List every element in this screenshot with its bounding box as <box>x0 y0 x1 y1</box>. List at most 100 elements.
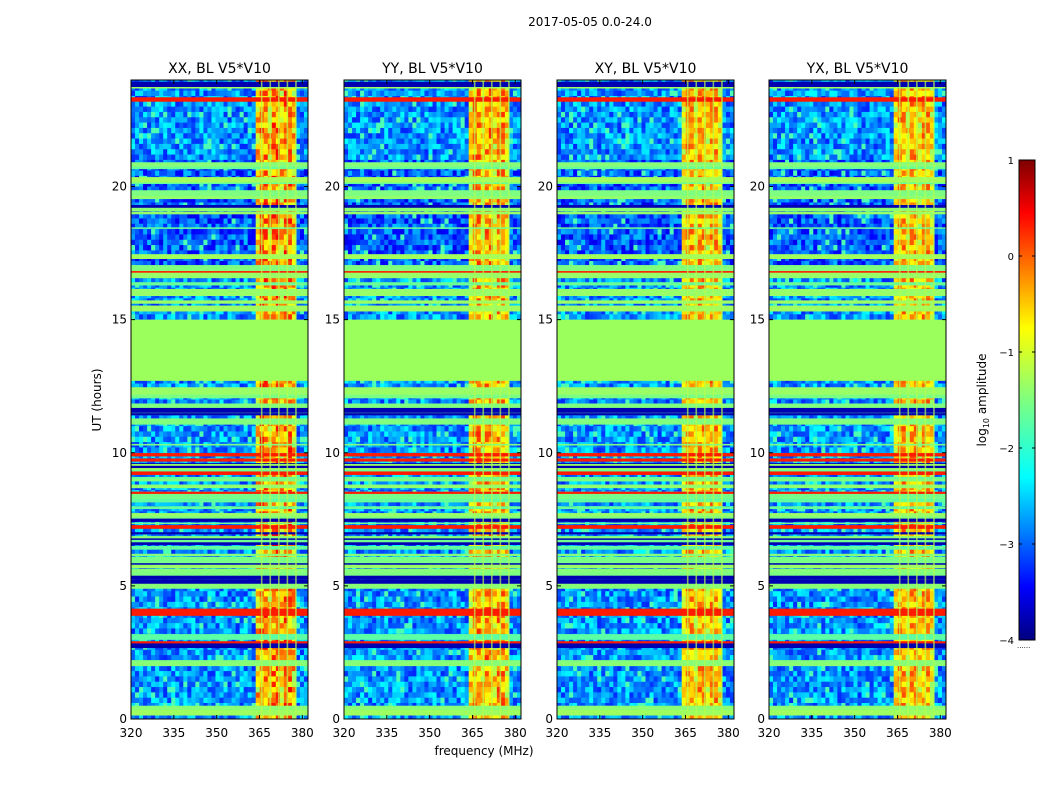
rfi-streak <box>769 453 946 457</box>
rfi-streak <box>557 498 734 502</box>
y-tick-label: 15 <box>112 313 127 327</box>
rfi-streak <box>769 518 946 522</box>
y-tick-label: 0 <box>119 712 127 726</box>
rfi-streak <box>769 476 946 479</box>
rfi-streak <box>769 709 946 716</box>
x-tick-label: 350 <box>205 726 228 740</box>
rfi-streak <box>557 579 734 584</box>
rfi-streak <box>131 705 308 711</box>
rfi-streak <box>769 418 946 425</box>
rfi-channel-line <box>260 80 263 719</box>
rfi-streak <box>131 478 308 482</box>
rfi-streak <box>131 465 308 469</box>
x-tick-label: 350 <box>631 726 654 740</box>
rfi-streak <box>769 491 946 500</box>
rfi-streak <box>557 444 734 446</box>
panel-frame <box>768 79 947 720</box>
rfi-streak <box>131 453 308 457</box>
y-tick-label: 20 <box>112 180 127 194</box>
colorbar-under-label: ...... <box>1017 642 1030 650</box>
rfi-streak <box>557 190 734 197</box>
rfi-streak <box>557 97 734 102</box>
rfi-channel-line <box>278 80 280 719</box>
rfi-streak <box>557 491 734 494</box>
rfi-streak <box>344 465 521 469</box>
rfi-streak <box>344 579 521 584</box>
colorbar-label-sub: 10 <box>982 418 991 428</box>
rfi-streak <box>344 608 521 616</box>
rfi-channel-line <box>499 80 502 719</box>
rfi-streak <box>344 476 521 479</box>
rfi-streak <box>769 660 946 667</box>
panel-title: XY, BL V5*V10 <box>595 61 697 77</box>
rfi-streak <box>344 205 521 209</box>
rfi-streak <box>769 514 946 520</box>
rfi-streak <box>557 491 734 500</box>
rfi-streak <box>131 569 308 576</box>
rfi-streak <box>557 643 734 649</box>
y-tick-label: 5 <box>757 579 765 593</box>
rfi-channel-line <box>286 80 289 719</box>
rfi-streak <box>557 582 734 589</box>
rfi-streak <box>557 227 734 229</box>
rfi-streak <box>131 211 308 215</box>
y-tick-label: 20 <box>325 180 340 194</box>
rfi-streak <box>131 663 308 667</box>
panel-title: YY, BL V5*V10 <box>381 61 483 77</box>
rfi-streak <box>557 177 734 183</box>
rfi-streak <box>344 288 521 297</box>
rfi-streak <box>769 525 946 529</box>
rfi-streak <box>131 305 308 312</box>
x-tick-label: 320 <box>120 726 143 740</box>
rfi-streak <box>769 564 946 569</box>
rfi-streak <box>769 272 946 279</box>
colorbar-tick-label: −4 <box>999 636 1014 647</box>
rfi-streak <box>769 207 946 212</box>
rfi-streak <box>557 514 734 520</box>
rfi-streak <box>344 471 521 475</box>
rfi-streak <box>344 525 521 529</box>
rfi-streak <box>131 413 308 416</box>
rfi-channel-line <box>933 80 935 719</box>
x-tick-label: 335 <box>800 726 823 740</box>
colorbar-label-base: log <box>975 428 989 446</box>
rfi-streak <box>557 564 734 569</box>
rfi-streak <box>131 392 308 399</box>
x-tick-label: 320 <box>758 726 781 740</box>
rfi-streak <box>557 536 734 540</box>
rfi-streak <box>769 403 946 408</box>
rfi-streak <box>344 227 521 229</box>
y-tick-label: 5 <box>332 579 340 593</box>
rfi-streak <box>344 491 521 494</box>
rfi-streak <box>344 484 521 489</box>
rfi-streak <box>769 305 946 312</box>
x-tick-label: 380 <box>504 726 527 740</box>
rfi-streak <box>769 195 946 199</box>
y-tick-label: 20 <box>538 180 553 194</box>
rfi-streak <box>344 444 521 446</box>
x-tick-label: 335 <box>588 726 611 740</box>
x-tick-label: 320 <box>333 726 356 740</box>
rfi-streak <box>131 97 308 102</box>
rfi-channel-line <box>295 80 297 719</box>
rfi-streak <box>557 413 734 416</box>
rfi-streak <box>344 491 521 500</box>
rfi-streak <box>769 387 946 395</box>
rfi-streak <box>557 545 734 550</box>
rfi-streak <box>344 413 521 416</box>
rfi-streak <box>557 558 734 563</box>
rfi-streak <box>131 525 308 529</box>
rfi-streak <box>131 403 308 408</box>
rfi-streak <box>131 709 308 716</box>
rfi-streak <box>557 272 734 279</box>
rfi-streak <box>769 608 946 616</box>
panel-frame <box>556 79 735 720</box>
y-tick-label: 5 <box>119 579 127 593</box>
rfi-streak <box>344 536 521 540</box>
colorbar-ticks: 1 0 −1 −2 −3 −4 <box>999 156 1035 647</box>
rfi-streak <box>344 572 521 576</box>
x-tick-label: 365 <box>461 726 484 740</box>
rfi-streak <box>344 407 521 413</box>
